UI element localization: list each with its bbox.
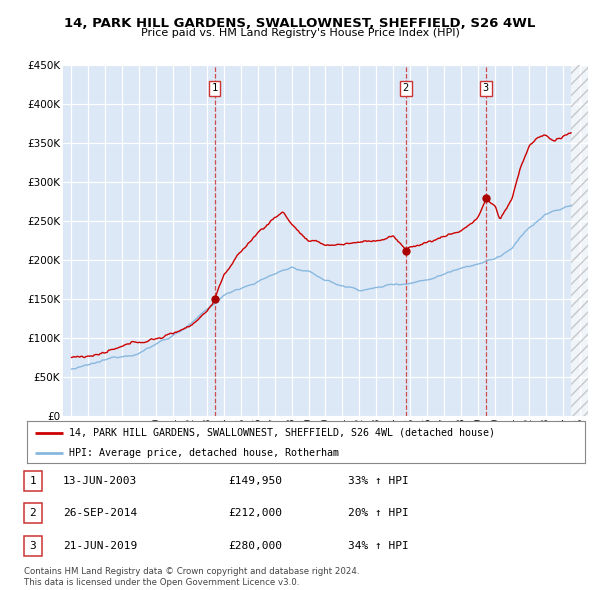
- Text: 3: 3: [29, 541, 37, 550]
- Text: 14, PARK HILL GARDENS, SWALLOWNEST, SHEFFIELD, S26 4WL (detached house): 14, PARK HILL GARDENS, SWALLOWNEST, SHEF…: [69, 428, 495, 438]
- Text: This data is licensed under the Open Government Licence v3.0.: This data is licensed under the Open Gov…: [24, 578, 299, 588]
- Text: 20% ↑ HPI: 20% ↑ HPI: [348, 509, 409, 518]
- Text: 33% ↑ HPI: 33% ↑ HPI: [348, 476, 409, 486]
- Text: 1: 1: [211, 83, 218, 93]
- Text: 13-JUN-2003: 13-JUN-2003: [63, 476, 137, 486]
- Text: 26-SEP-2014: 26-SEP-2014: [63, 509, 137, 518]
- Text: £212,000: £212,000: [228, 509, 282, 518]
- Text: 21-JUN-2019: 21-JUN-2019: [63, 541, 137, 550]
- Text: 34% ↑ HPI: 34% ↑ HPI: [348, 541, 409, 550]
- Text: 2: 2: [29, 509, 37, 518]
- Text: Price paid vs. HM Land Registry's House Price Index (HPI): Price paid vs. HM Land Registry's House …: [140, 28, 460, 38]
- Text: HPI: Average price, detached house, Rotherham: HPI: Average price, detached house, Roth…: [69, 448, 339, 457]
- Text: 1: 1: [29, 476, 37, 486]
- Text: 2: 2: [403, 83, 409, 93]
- Text: £149,950: £149,950: [228, 476, 282, 486]
- Text: 3: 3: [483, 83, 489, 93]
- Text: 14, PARK HILL GARDENS, SWALLOWNEST, SHEFFIELD, S26 4WL: 14, PARK HILL GARDENS, SWALLOWNEST, SHEF…: [64, 17, 536, 30]
- Text: Contains HM Land Registry data © Crown copyright and database right 2024.: Contains HM Land Registry data © Crown c…: [24, 566, 359, 576]
- Text: £280,000: £280,000: [228, 541, 282, 550]
